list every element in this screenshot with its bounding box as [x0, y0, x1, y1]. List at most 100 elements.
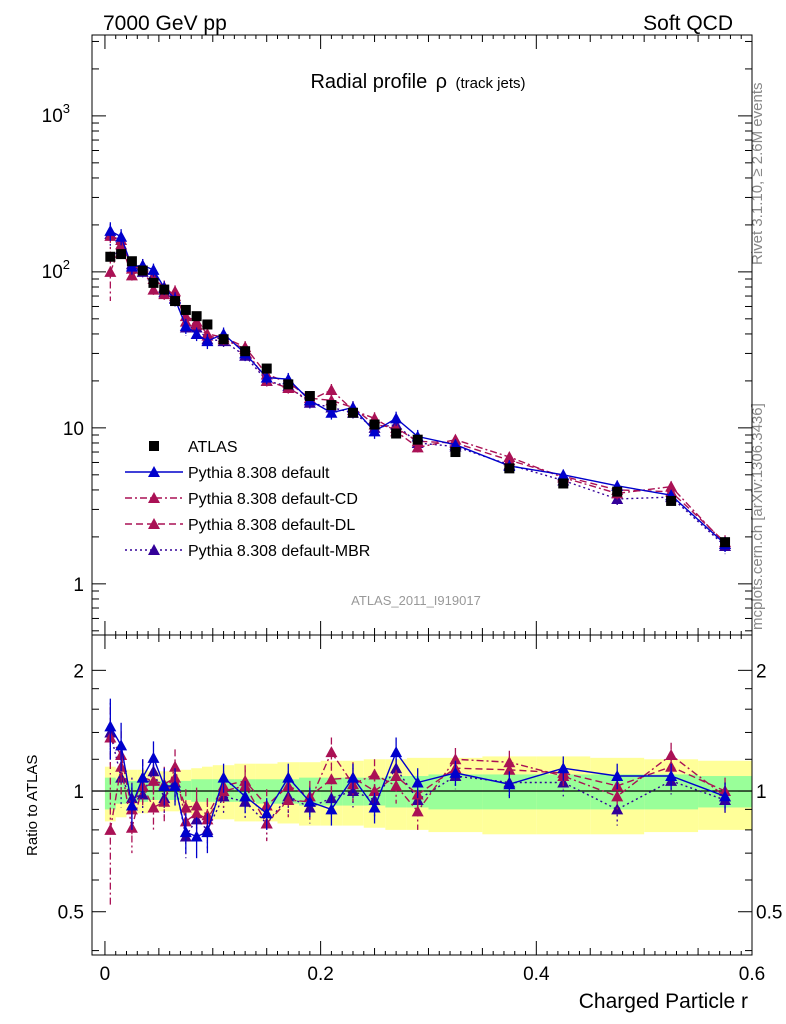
- ratio-point: [665, 770, 678, 782]
- title-suffix: (track jets): [456, 75, 526, 92]
- side-label-bottom: mcplots.cern.ch [arXiv:1306.3436]: [749, 403, 766, 630]
- legend-item: Pythia 8.308 default-MBR: [125, 543, 370, 560]
- main-point: [170, 296, 181, 307]
- ratio-point: [611, 790, 624, 802]
- main-point: [304, 391, 315, 402]
- x-axis-label: Charged Particle r: [579, 990, 748, 1013]
- ratio-frame: [91, 634, 753, 956]
- ratio-point: [169, 760, 182, 772]
- ratio-point: [158, 779, 171, 791]
- main-point: [125, 269, 138, 281]
- legend-item: ATLAS: [149, 439, 238, 456]
- main-ytick-label: 10: [63, 419, 84, 440]
- main-point: [147, 263, 160, 275]
- legend-marker: [148, 492, 160, 503]
- ratio-point: [282, 793, 295, 805]
- xtick-label: 0.2: [307, 964, 333, 985]
- ratio-series: [104, 698, 732, 905]
- main-point: [504, 463, 515, 474]
- ratio-point: [239, 790, 252, 802]
- main-ytick-label: 102: [42, 257, 70, 283]
- main-ytick-label: 103: [42, 101, 70, 127]
- main-point: [126, 256, 137, 267]
- ratio-point: [325, 773, 338, 785]
- ratio-point: [325, 746, 338, 758]
- ratio-point: [217, 771, 230, 783]
- ratio-ytick-label: 2: [73, 661, 84, 682]
- main-point: [666, 495, 677, 506]
- main-series-0: [105, 249, 731, 548]
- main-series: [104, 222, 732, 555]
- xtick-label: 0: [100, 964, 111, 985]
- main-point: [190, 318, 203, 330]
- ratio-point: [325, 803, 338, 815]
- legend-label: ATLAS: [188, 439, 238, 456]
- main-point: [202, 319, 213, 330]
- main-point: [325, 383, 338, 395]
- main-point: [116, 249, 127, 260]
- main-point: [369, 419, 380, 430]
- legend-item: Pythia 8.308 default-DL: [125, 517, 355, 534]
- main-point: [325, 406, 338, 418]
- main-point: [159, 284, 170, 295]
- ratio-point: [449, 753, 462, 765]
- ratio-ytick-label: 1: [73, 782, 84, 803]
- main-point: [390, 412, 403, 424]
- main-point: [105, 251, 116, 262]
- main-point: [558, 478, 569, 489]
- main-point: [326, 400, 337, 411]
- main-point: [201, 335, 214, 347]
- main-point: [412, 434, 423, 445]
- main-point: [503, 451, 516, 463]
- ratio-point: [125, 799, 138, 811]
- ratio-point: [260, 807, 273, 819]
- main-point: [347, 407, 358, 418]
- title-symbol: ρ: [436, 71, 447, 93]
- ratio-ytick-label: 0.5: [58, 903, 84, 924]
- main-point: [148, 277, 159, 288]
- ratio-point: [201, 826, 214, 838]
- main-point: [368, 425, 381, 437]
- ratio-axes: 0 0.2 0.4 0.6 0.5 0.5 1 1 2 2: [58, 634, 782, 985]
- main-point: [283, 379, 294, 390]
- main-point: [180, 304, 191, 315]
- main-point: [411, 441, 424, 453]
- legend-marker: [148, 518, 160, 529]
- ratio-point: [282, 771, 295, 783]
- main-point: [190, 327, 203, 339]
- legend-item: Pythia 8.308 default-CD: [125, 491, 358, 508]
- main-point: [240, 346, 251, 357]
- main-point: [191, 311, 202, 322]
- main-point: [104, 265, 117, 277]
- ratio-point: [136, 771, 149, 783]
- ratio-point: [411, 805, 424, 817]
- main-point: [218, 334, 229, 345]
- ratio-point: [557, 762, 570, 774]
- main-point: [169, 285, 182, 297]
- ratio-point: [115, 739, 128, 751]
- ratio-ytick-label-right: 2: [756, 661, 767, 682]
- main-point: [137, 265, 148, 276]
- ratio-point: [411, 776, 424, 788]
- ratio-point: [368, 801, 381, 813]
- xtick-label: 0.4: [523, 964, 550, 985]
- ratio-point: [104, 823, 117, 835]
- main-point: [115, 230, 128, 242]
- ratio-point: [503, 778, 516, 790]
- main-point: [612, 486, 623, 497]
- main-point: [260, 371, 273, 383]
- legend-label: Pythia 8.308 default-CD: [188, 491, 358, 508]
- main-point: [449, 438, 462, 450]
- legend-marker: [148, 466, 160, 477]
- ratio-point: [611, 770, 624, 782]
- legend-marker: [149, 441, 159, 451]
- title-text: Radial profile: [310, 71, 427, 93]
- main-ytick-label: 1: [73, 575, 84, 596]
- ratio-ytick-label-right: 1: [756, 782, 767, 803]
- ratio-point: [169, 779, 182, 791]
- ratio-point: [503, 756, 516, 768]
- ratio-point: [665, 748, 678, 760]
- main-point: [557, 468, 570, 480]
- ratio-ytick-label-right: 0.5: [756, 903, 782, 924]
